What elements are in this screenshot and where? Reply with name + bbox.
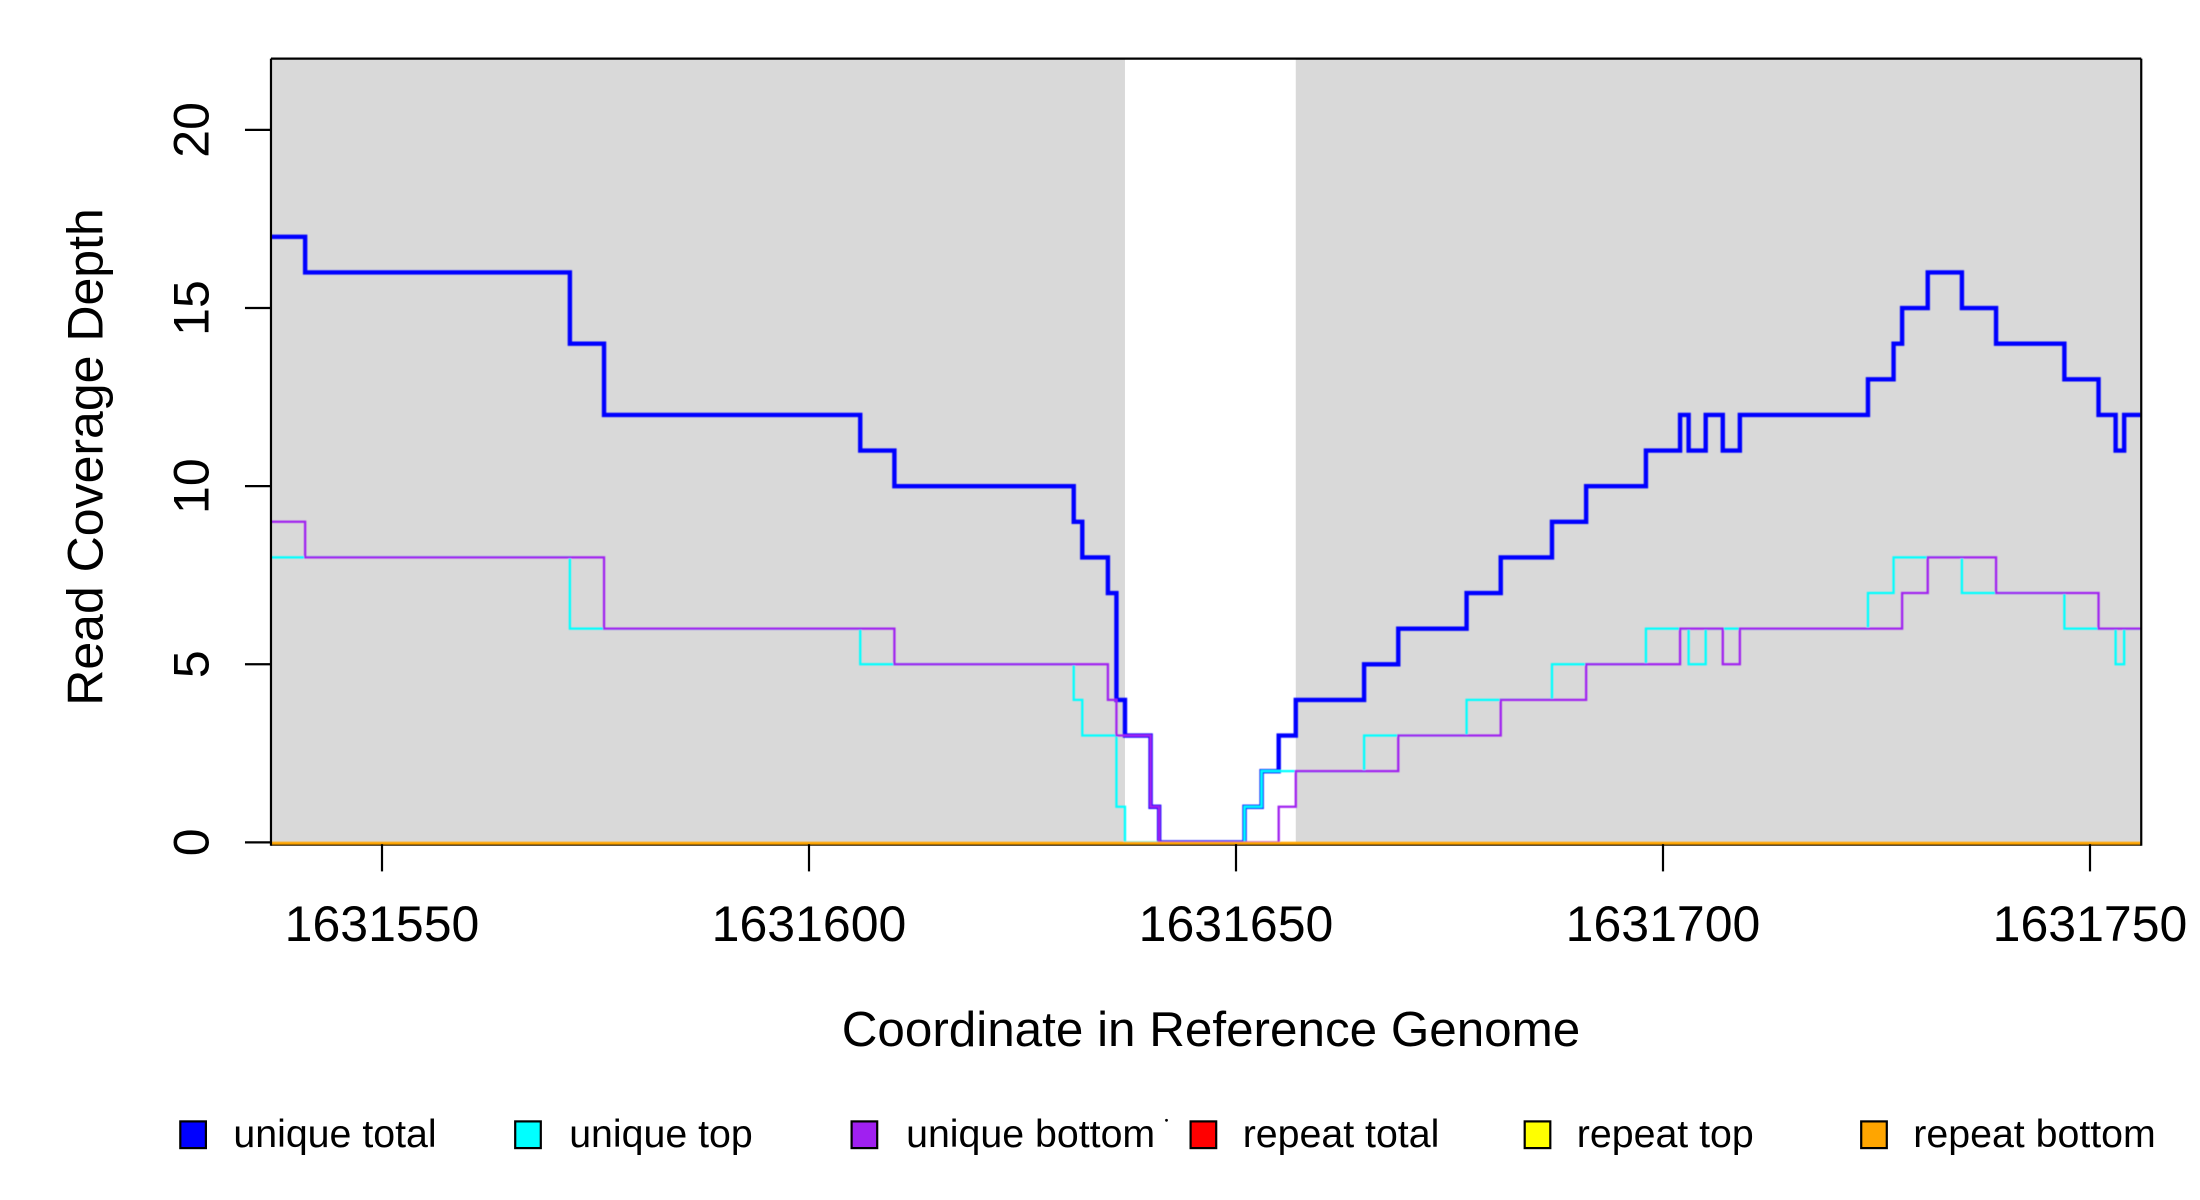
svg-text:unique total: unique total	[233, 1112, 436, 1156]
svg-text:1631700: 1631700	[1566, 896, 1761, 952]
svg-text:5: 5	[164, 650, 220, 678]
svg-text:0: 0	[164, 828, 220, 856]
svg-text:1631600: 1631600	[712, 896, 907, 952]
svg-text:Read Coverage Depth: Read Coverage Depth	[58, 208, 114, 706]
svg-text:10: 10	[164, 458, 220, 514]
svg-text:repeat bottom: repeat bottom	[1913, 1112, 2155, 1156]
svg-text:unique top: unique top	[569, 1112, 753, 1156]
svg-text:repeat top: repeat top	[1577, 1112, 1754, 1156]
svg-text:1631550: 1631550	[285, 896, 480, 952]
svg-text:1631650: 1631650	[1139, 896, 1334, 952]
svg-text:1631750: 1631750	[1993, 896, 2188, 952]
svg-text:Coordinate in Reference Genome: Coordinate in Reference Genome	[842, 1002, 1581, 1057]
svg-text:unique bottom: unique bottom	[906, 1112, 1155, 1156]
svg-text:20: 20	[164, 102, 220, 158]
svg-text:repeat total: repeat total	[1243, 1112, 1440, 1156]
svg-text:15: 15	[164, 280, 220, 336]
